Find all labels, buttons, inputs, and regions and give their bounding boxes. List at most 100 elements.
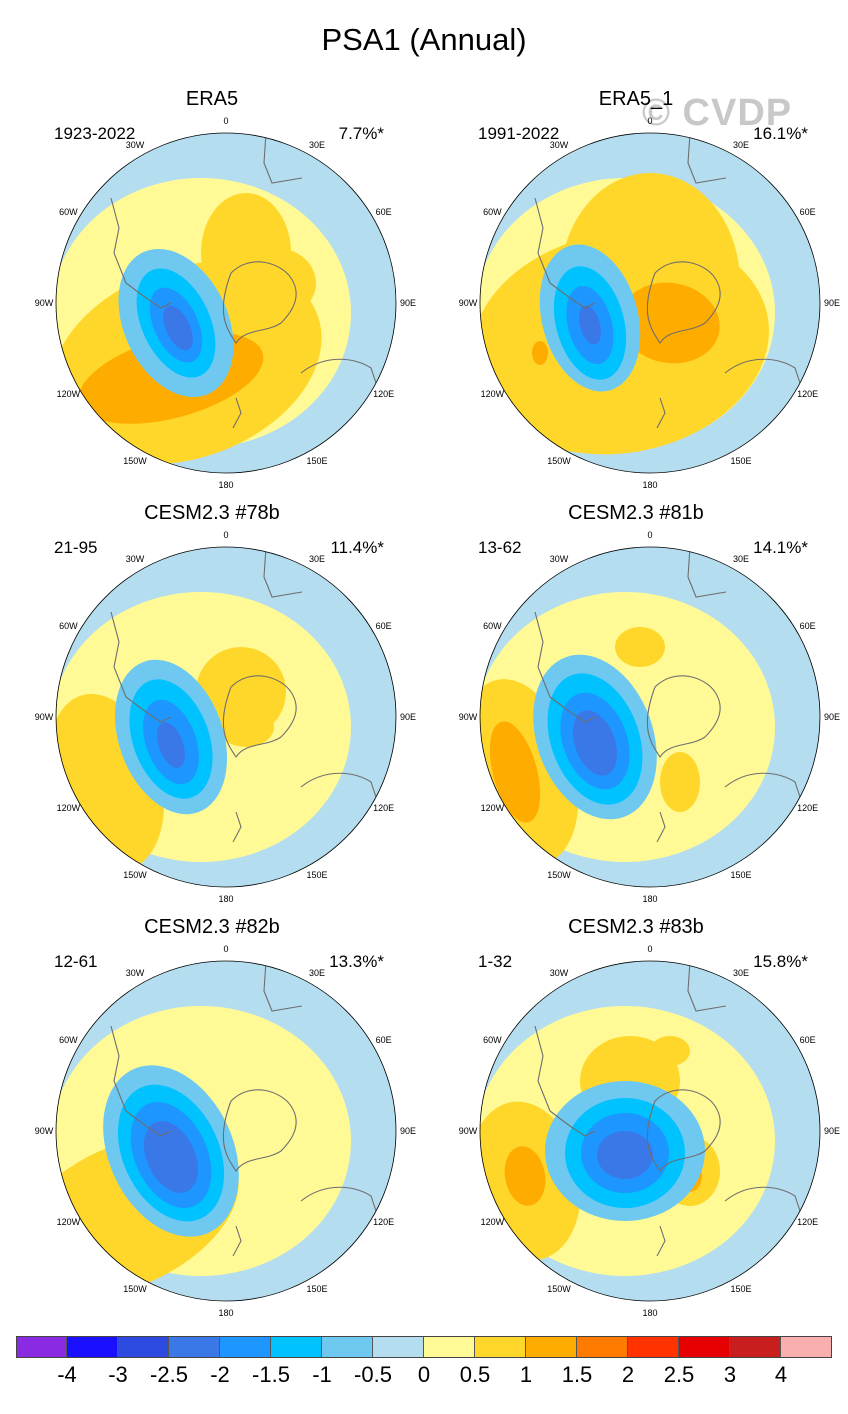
panel-period: 1923-2022	[54, 124, 136, 143]
longitude-label: 150E	[306, 455, 328, 466]
longitude-label: 30E	[308, 554, 326, 565]
longitude-label: 180	[218, 480, 234, 490]
longitude-label: 60W	[483, 621, 502, 631]
map-panel: CESM2.3 #78b 21-95 11.4%* 0 30E 60E 90E 120E 150…	[0, 502, 424, 912]
longitude-label: 120E	[373, 1217, 395, 1227]
colorbar-label: -1.5	[252, 1362, 290, 1387]
longitude-label: 90W	[34, 712, 54, 722]
longitude-label: 30W	[125, 140, 145, 151]
longitude-label: 90E	[823, 1126, 841, 1136]
negative-anomaly	[157, 722, 185, 768]
colorbar-swatch	[220, 1336, 271, 1358]
globe-outline	[479, 960, 821, 1302]
longitude-label: 30E	[732, 140, 750, 151]
colorbar-label: -2	[210, 1362, 230, 1387]
longitude-label: 90E	[399, 1126, 417, 1136]
longitude-label: 60E	[799, 207, 816, 217]
positive-anomaly	[236, 248, 316, 318]
colorbar-swatch	[577, 1336, 628, 1358]
longitude-label: 60W	[483, 1035, 502, 1045]
longitude-label: 60W	[59, 1035, 78, 1045]
polar-map	[479, 546, 821, 888]
colorbar-swatch	[169, 1336, 220, 1358]
polar-map	[55, 546, 397, 888]
colorbar-swatch	[271, 1336, 322, 1358]
panel-title: ERA5	[185, 88, 239, 110]
colorbar-label: 1	[519, 1362, 533, 1387]
longitude-label: 120E	[373, 803, 395, 813]
colorbar-swatch	[373, 1336, 424, 1358]
colorbar-label: 4	[774, 1362, 788, 1387]
longitude-label: 90E	[823, 298, 841, 308]
longitude-label: 150W	[123, 1283, 147, 1294]
longitude-label: 60E	[375, 621, 392, 631]
negative-anomaly	[163, 305, 193, 351]
negative-anomaly	[572, 710, 618, 776]
colorbar-label: 2	[621, 1362, 635, 1387]
positive-anomaly	[532, 341, 548, 365]
longitude-label: 150E	[306, 1283, 328, 1294]
longitude-label: 0	[647, 944, 653, 954]
colorbar-swatch	[679, 1336, 730, 1358]
longitude-label: 120W	[480, 1217, 505, 1227]
longitude-label: 0	[647, 116, 653, 126]
panel-title: CESM2.3 #83b	[568, 916, 704, 938]
positive-anomaly	[218, 707, 274, 747]
longitude-label: 30E	[732, 554, 750, 565]
longitude-label: 150E	[306, 869, 328, 880]
longitude-label: 120E	[797, 803, 819, 813]
longitude-label: 90E	[399, 298, 417, 308]
longitude-label: 150E	[730, 1283, 752, 1294]
longitude-label: 120E	[797, 1217, 819, 1227]
colorbar-swatch	[322, 1336, 373, 1358]
colorbar-frame	[16, 1336, 832, 1358]
panel-variance: 16.1%*	[753, 124, 808, 143]
longitude-label: 60E	[799, 621, 816, 631]
longitude-label: 60E	[375, 207, 392, 217]
map-panel: CESM2.3 #81b 13-62 14.1%* 0 30E 60E 90E 120E 150…	[424, 502, 848, 912]
panel-period: 21-95	[54, 538, 98, 557]
longitude-label: 30W	[125, 968, 145, 979]
colorbar-label: 1.5	[561, 1362, 593, 1387]
colorbar-swatch	[118, 1336, 169, 1358]
longitude-label: 30W	[125, 554, 145, 565]
longitude-label: 90E	[823, 712, 841, 722]
colorbar-label: 3	[723, 1362, 737, 1387]
longitude-label: 120E	[373, 389, 395, 399]
longitude-label: 120W	[480, 389, 505, 399]
longitude-label: 150W	[547, 1283, 571, 1294]
negative-anomaly	[597, 1131, 653, 1179]
longitude-label: 90W	[458, 298, 478, 308]
colorbar	[16, 1336, 832, 1358]
colorbar-swatch	[526, 1336, 577, 1358]
panel-period: 13-62	[478, 538, 522, 557]
map-panel: ERA5 1923-2022 7.7%* 0 30E 60E 90E 120E 150E 180 1…	[0, 88, 424, 498]
colorbar-swatch	[16, 1336, 67, 1358]
coastlines	[534, 133, 806, 439]
longitude-label: 0	[223, 116, 229, 126]
longitude-label: 120W	[56, 389, 81, 399]
polar-map	[55, 132, 397, 474]
colorbar-label: -1	[312, 1362, 332, 1387]
coastlines	[110, 133, 382, 439]
panel-period: 12-61	[54, 952, 98, 971]
positive-anomaly	[504, 1146, 546, 1206]
colorbar-swatch	[67, 1336, 118, 1358]
panel-period: 1991-2022	[478, 124, 560, 143]
panel-period: 1-32	[478, 952, 513, 971]
panel-variance: 15.8%*	[753, 952, 808, 971]
panel-title: ERA5_1	[598, 88, 674, 110]
longitude-label: 180	[642, 480, 658, 490]
longitude-label: 180	[642, 1308, 658, 1318]
positive-anomaly	[620, 282, 720, 364]
longitude-label: 60E	[799, 1035, 816, 1045]
longitude-label: 120W	[480, 803, 505, 813]
longitude-label: 30E	[732, 968, 750, 979]
colorbar-label: -0.5	[354, 1362, 392, 1387]
longitude-label: 180	[218, 894, 234, 904]
longitude-label: 150W	[547, 455, 571, 466]
colorbar-swatch	[475, 1336, 526, 1358]
negative-anomaly	[579, 305, 601, 345]
positive-anomaly	[650, 1036, 690, 1066]
longitude-label: 60E	[375, 1035, 392, 1045]
